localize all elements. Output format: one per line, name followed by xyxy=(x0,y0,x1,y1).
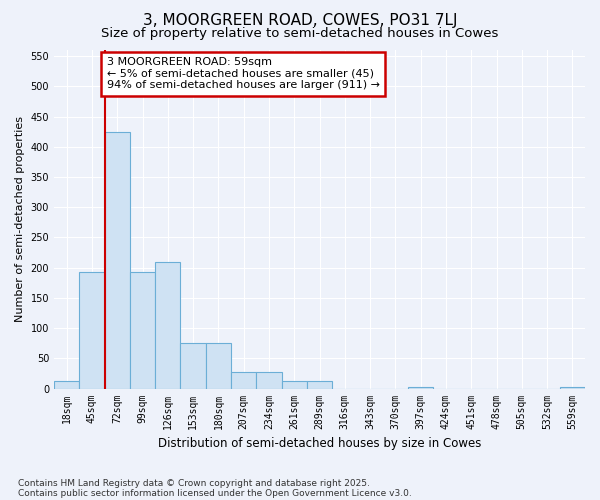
Bar xyxy=(256,372,281,388)
Bar xyxy=(54,382,79,388)
X-axis label: Distribution of semi-detached houses by size in Cowes: Distribution of semi-detached houses by … xyxy=(158,437,481,450)
Text: 3 MOORGREEN ROAD: 59sqm
← 5% of semi-detached houses are smaller (45)
94% of sem: 3 MOORGREEN ROAD: 59sqm ← 5% of semi-det… xyxy=(107,58,380,90)
Text: Contains HM Land Registry data © Crown copyright and database right 2025.: Contains HM Land Registry data © Crown c… xyxy=(18,478,370,488)
Bar xyxy=(155,262,181,388)
Text: Size of property relative to semi-detached houses in Cowes: Size of property relative to semi-detach… xyxy=(101,28,499,40)
Bar xyxy=(79,272,104,388)
Bar xyxy=(408,386,433,388)
Y-axis label: Number of semi-detached properties: Number of semi-detached properties xyxy=(15,116,25,322)
Bar xyxy=(307,382,332,388)
Text: 3, MOORGREEN ROAD, COWES, PO31 7LJ: 3, MOORGREEN ROAD, COWES, PO31 7LJ xyxy=(143,12,457,28)
Bar xyxy=(231,372,256,388)
Bar xyxy=(560,386,585,388)
Bar xyxy=(181,343,206,388)
Bar xyxy=(130,272,155,388)
Text: Contains public sector information licensed under the Open Government Licence v3: Contains public sector information licen… xyxy=(18,488,412,498)
Bar xyxy=(206,343,231,388)
Bar xyxy=(104,132,130,388)
Bar xyxy=(281,382,307,388)
